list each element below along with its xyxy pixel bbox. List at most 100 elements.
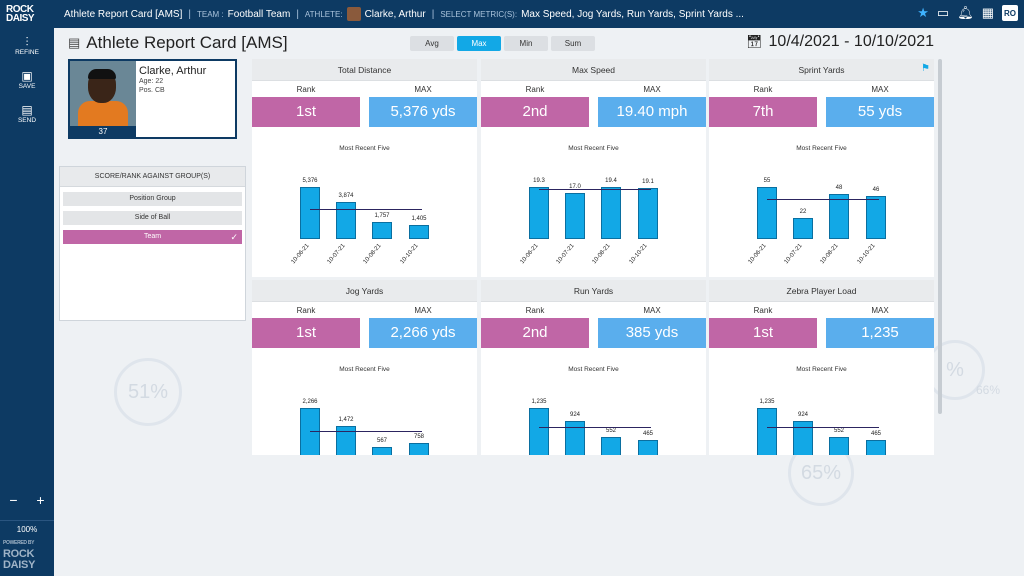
zoom-out-button[interactable]: − — [9, 492, 18, 508]
rock-daisy-logo[interactable]: ROCK DAISY — [0, 0, 54, 28]
bar-value-label: 22 — [799, 209, 807, 216]
average-line — [767, 198, 879, 200]
tile-title: Jog Yards — [252, 280, 477, 302]
metric-tile[interactable]: Sprint Yards Rank MAX 7th 55 yds Most Re… — [709, 59, 934, 277]
sidebar: ⫶ REFINE ▣ SAVE ▤ SEND − + 100% POWERED … — [0, 28, 54, 576]
average-line — [310, 430, 422, 432]
chart-bar[interactable] — [601, 187, 621, 239]
report-title[interactable]: Athlete Report Card [AMS] — [64, 8, 183, 20]
bar-value-label: 924 — [797, 412, 808, 419]
top-bar: ROCK DAISY Athlete Report Card [AMS] | T… — [0, 0, 1024, 28]
team-selector[interactable]: Football Team — [227, 8, 291, 20]
agg-avg-button[interactable]: Avg — [410, 36, 454, 51]
chart-bar[interactable] — [866, 440, 886, 455]
date-range-picker[interactable]: 📅︎ 10/4/2021 - 10/10/2021 — [746, 33, 934, 51]
metric-tile[interactable]: Jog Yards Rank MAX 1st 2,266 yds Most Re… — [252, 280, 477, 455]
page-title-text: Athlete Report Card [AMS] — [86, 33, 288, 52]
group-option-side-of-ball[interactable]: Side of Ball — [63, 211, 242, 225]
chart-bar[interactable] — [638, 187, 658, 239]
group-option-position[interactable]: Position Group — [63, 192, 242, 206]
x-axis-label: 10-07-21 — [555, 243, 576, 266]
bar-value-label: 3,874 — [338, 192, 354, 199]
chart-bar[interactable] — [372, 446, 392, 455]
rank-label: Rank — [296, 306, 316, 315]
send-button[interactable]: ▤ SEND — [0, 98, 54, 130]
x-axis-label: 10-06-21 — [290, 243, 311, 266]
calendar-icon: 📅︎ — [746, 34, 763, 49]
chart-bar[interactable] — [757, 187, 777, 239]
metric-tile[interactable]: Zebra Player Load Rank MAX 1st 1,235 Mos… — [709, 280, 934, 455]
rank-label: Rank — [753, 306, 773, 315]
chart-bar[interactable] — [866, 195, 886, 239]
rank-value: 2nd — [481, 318, 589, 348]
x-axis-label: 10-06-21 — [519, 243, 540, 266]
bar-value-label: 1,472 — [338, 417, 354, 424]
jersey-number: 37 — [70, 126, 136, 137]
athlete-position: Pos. CB — [139, 87, 165, 94]
presentation-icon[interactable]: ▭ — [936, 5, 950, 20]
chart-bar[interactable] — [565, 421, 585, 455]
bar-value-label: 1,235 — [759, 399, 775, 405]
flag-icon[interactable]: ⚑ — [921, 63, 930, 74]
bar-value-label: 5,376 — [302, 178, 318, 184]
chart-title: Most Recent Five — [339, 366, 390, 373]
bar-chart: 2,266 1,472 567 758 — [252, 388, 477, 455]
average-line — [539, 426, 651, 428]
chart-title: Most Recent Five — [568, 366, 619, 373]
apps-grid-icon[interactable]: ▦ — [981, 5, 994, 20]
max-value: 55 yds — [826, 97, 934, 127]
athlete-label: ATHLETE: — [304, 9, 343, 19]
chart-title: Most Recent Five — [339, 145, 390, 152]
chart-bar[interactable] — [336, 426, 356, 455]
bar-value-label: 19.4 — [605, 178, 617, 184]
average-line — [310, 208, 422, 210]
chart-bar[interactable] — [409, 225, 429, 239]
chart-bar[interactable] — [565, 193, 585, 239]
bar-value-label: 465 — [870, 431, 881, 438]
star-icon[interactable]: ★ — [917, 5, 929, 20]
metric-tile[interactable]: Run Yards Rank MAX 2nd 385 yds Most Rece… — [481, 280, 706, 455]
chart-bar[interactable] — [638, 440, 658, 455]
max-label: MAX — [643, 85, 661, 94]
chart-title: Most Recent Five — [568, 145, 619, 152]
chart-bar[interactable] — [336, 201, 356, 239]
group-option-team[interactable]: Team ✓ — [63, 230, 242, 244]
metric-selector[interactable]: Max Speed, Jog Yards, Run Yards, Sprint … — [521, 8, 744, 20]
bar-value-label: 46 — [872, 186, 880, 193]
bell-icon[interactable]: 🔔︎ — [957, 5, 974, 20]
scrollbar[interactable] — [938, 59, 942, 414]
user-avatar[interactable]: RO — [1002, 5, 1018, 21]
rank-value: 1st — [252, 97, 360, 127]
date-range-text: 10/4/2021 - 10/10/2021 — [768, 33, 934, 50]
chart-bar[interactable] — [793, 218, 813, 239]
athlete-selector[interactable]: Clarke, Arthur — [364, 8, 426, 20]
agg-min-button[interactable]: Min — [504, 36, 548, 51]
x-axis-label: 10-07-21 — [326, 243, 347, 266]
chart-bar[interactable] — [793, 421, 813, 455]
agg-sum-button[interactable]: Sum — [551, 36, 595, 51]
chart-bar[interactable] — [372, 222, 392, 239]
chart-bar[interactable] — [409, 442, 429, 455]
rank-value: 1st — [252, 318, 360, 348]
tile-title: Sprint Yards — [709, 59, 934, 81]
chart-bar[interactable] — [300, 187, 320, 239]
chart-bar[interactable] — [529, 408, 549, 455]
max-label: MAX — [871, 306, 889, 315]
chart-bar[interactable] — [757, 408, 777, 455]
agg-max-button[interactable]: Max — [457, 36, 501, 51]
chart-bar[interactable] — [601, 436, 621, 455]
metric-tile[interactable]: Max Speed Rank MAX 2nd 19.40 mph Most Re… — [481, 59, 706, 277]
zoom-in-button[interactable]: + — [36, 492, 45, 508]
bar-value-label: 758 — [413, 433, 424, 440]
athlete-card[interactable]: 37 Clarke, Arthur Age: 22 Pos. CB — [68, 59, 237, 139]
save-button[interactable]: ▣ SAVE — [0, 64, 54, 96]
bar-chart: 1,235 924 552 465 — [709, 388, 934, 455]
x-axis-label: 10-08-21 — [591, 243, 612, 266]
chart-bar[interactable] — [829, 436, 849, 455]
chart-bar[interactable] — [829, 193, 849, 239]
tile-title: Run Yards — [481, 280, 706, 302]
metric-tile[interactable]: Total Distance Rank MAX 1st 5,376 yds Mo… — [252, 59, 477, 277]
refine-button[interactable]: ⫶ REFINE — [0, 30, 54, 62]
max-label: MAX — [871, 85, 889, 94]
chart-bar[interactable] — [529, 187, 549, 239]
